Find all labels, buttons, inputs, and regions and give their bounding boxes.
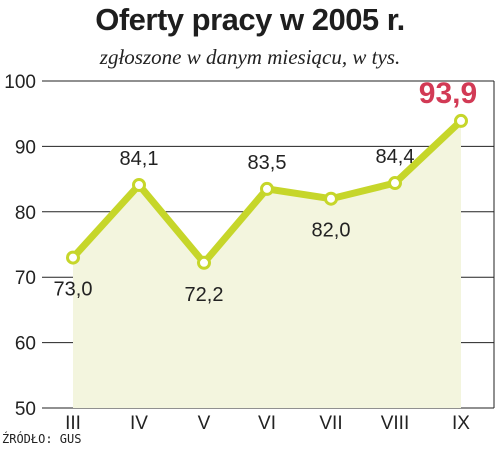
data-label: 84,1: [120, 148, 159, 170]
chart-title: Oferty pracy w 2005 r.: [95, 2, 405, 37]
data-point: [260, 181, 274, 196]
data-label: 84,4: [376, 146, 415, 168]
y-axis-ticks: 50 60 70 80 90 100: [4, 72, 36, 420]
data-label: 83,5: [248, 152, 287, 174]
data-label: 73,0: [54, 279, 93, 301]
data-point: [197, 255, 211, 270]
chart-subtitle: zgłoszone w danym miesiącu, w tys.: [99, 45, 401, 69]
x-tick-label: VIII: [381, 413, 410, 434]
x-axis-ticks: III IV V VI VII VIII IX: [65, 413, 470, 434]
x-tick-label: IV: [130, 413, 148, 434]
y-tick-label: 100: [4, 72, 36, 93]
y-tick-label: 50: [15, 399, 36, 420]
data-labels: 73,0 84,1 72,2 83,5 82,0 84,4 93,9: [54, 77, 478, 306]
data-label: 82,0: [312, 220, 351, 242]
source-note: ŹRÓDŁO: GUS: [2, 432, 82, 446]
y-tick-label: 70: [15, 268, 36, 289]
data-point: [324, 191, 338, 206]
data-point: [66, 250, 80, 265]
highlight-data-label: 93,9: [419, 77, 477, 110]
data-point: [388, 176, 402, 191]
x-tick-label: V: [198, 413, 211, 434]
data-point: [132, 177, 146, 192]
x-tick-label: VII: [319, 413, 342, 434]
x-tick-label: IX: [452, 413, 470, 434]
y-tick-label: 90: [15, 137, 36, 158]
y-tick-label: 60: [15, 334, 36, 355]
y-tick-label: 80: [15, 203, 36, 224]
data-label: 72,2: [185, 284, 224, 306]
data-point: [454, 113, 468, 128]
data-points: [66, 113, 468, 270]
x-tick-label: III: [65, 413, 81, 434]
x-tick-label: VI: [258, 413, 276, 434]
